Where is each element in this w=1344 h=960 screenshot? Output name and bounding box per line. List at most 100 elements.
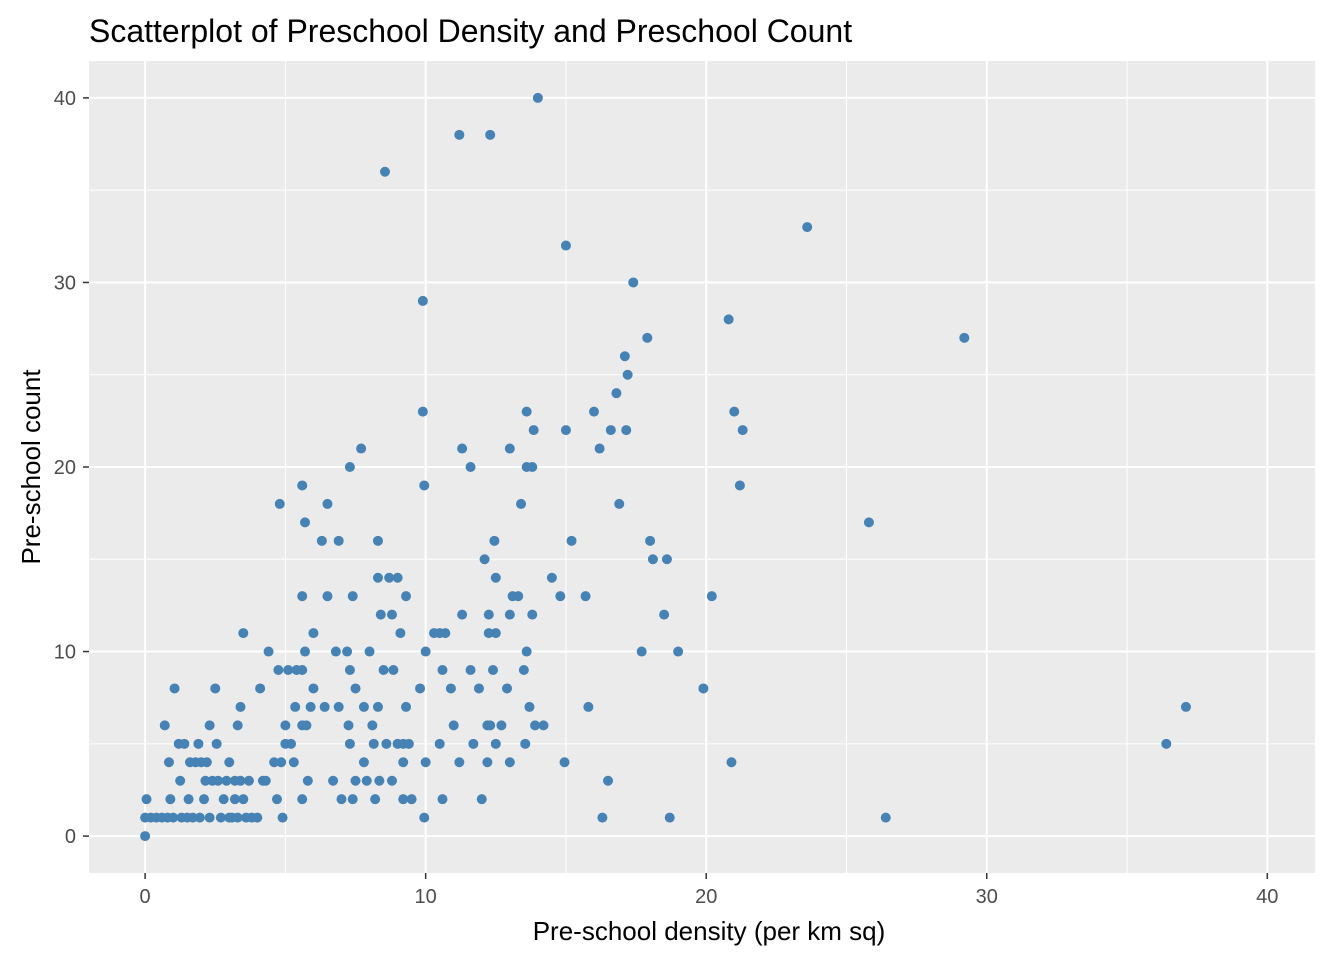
data-point [485, 720, 496, 731]
y-tick-label: 30 [54, 272, 76, 294]
chart-title: Scatterplot of Preschool Density and Pre… [89, 13, 852, 49]
data-point [642, 332, 653, 343]
data-point [350, 775, 361, 786]
data-point [457, 443, 468, 454]
x-tick-label: 20 [695, 886, 717, 908]
data-point [361, 775, 372, 786]
x-tick-label: 40 [1256, 886, 1278, 908]
data-point [328, 775, 339, 786]
data-point [165, 794, 176, 805]
data-point [368, 738, 379, 749]
data-point [482, 757, 493, 768]
data-point [496, 720, 507, 731]
data-point [560, 425, 571, 436]
data-point [437, 665, 448, 675]
data-point [297, 794, 308, 805]
data-point [276, 757, 287, 768]
data-point [560, 240, 571, 251]
data-point [468, 738, 479, 749]
data-point [611, 388, 622, 399]
data-point [370, 794, 381, 805]
data-point [175, 775, 186, 786]
data-point [347, 794, 358, 805]
data-point [372, 572, 383, 583]
data-point [661, 554, 672, 565]
data-point [204, 720, 215, 731]
data-point [583, 701, 594, 712]
data-point [645, 535, 656, 546]
data-point [802, 222, 813, 233]
data-point [1180, 701, 1191, 712]
axis-ticks: 0 10 20 30 40 0 10 20 30 40 [54, 88, 1279, 908]
data-point [344, 738, 355, 749]
data-point [588, 406, 599, 417]
data-point [159, 720, 170, 731]
data-point [201, 757, 212, 768]
data-point [183, 794, 194, 805]
y-tick-label: 20 [54, 457, 76, 479]
y-tick-label: 10 [54, 642, 76, 664]
data-point [490, 628, 501, 639]
data-point [218, 794, 229, 805]
data-point [673, 646, 684, 657]
data-point [521, 406, 532, 417]
data-point [229, 794, 240, 805]
data-point [603, 775, 614, 786]
data-point [200, 775, 211, 786]
data-point [723, 314, 734, 325]
data-point [440, 628, 451, 639]
data-point [698, 683, 709, 694]
data-point [372, 701, 383, 712]
data-point [301, 720, 312, 731]
gridlines [89, 61, 1315, 873]
data-point [401, 591, 412, 602]
data-point [566, 535, 577, 546]
data-point [415, 683, 426, 694]
data-point [163, 757, 174, 768]
data-point [454, 129, 465, 140]
data-point [434, 738, 445, 749]
data-point [333, 535, 344, 546]
data-point [392, 572, 403, 583]
data-point [330, 646, 341, 657]
data-point [628, 277, 639, 288]
data-point [636, 646, 647, 657]
data-point [381, 738, 392, 749]
data-point [420, 646, 431, 657]
data-point [487, 665, 498, 675]
data-point [297, 591, 308, 602]
data-point [141, 794, 152, 805]
data-point [350, 683, 361, 694]
data-point [437, 794, 448, 805]
data-point [199, 794, 210, 805]
data-point [290, 701, 301, 712]
data-point [521, 646, 532, 657]
data-point [342, 646, 353, 657]
data-point [252, 812, 263, 823]
data-point [344, 665, 355, 675]
data-point [419, 480, 430, 491]
data-point [302, 775, 313, 786]
data-point [614, 498, 625, 509]
data-point [597, 812, 608, 823]
data-point [605, 425, 616, 436]
data-point [271, 794, 282, 805]
data-point [238, 628, 249, 639]
data-point [168, 812, 179, 823]
data-point [343, 720, 354, 731]
data-point [737, 425, 748, 436]
data-point [520, 738, 531, 749]
data-point [372, 535, 383, 546]
data-point [528, 425, 539, 436]
data-point [580, 591, 591, 602]
data-point [358, 701, 369, 712]
data-point [288, 757, 299, 768]
data-point [863, 517, 874, 528]
data-point [347, 591, 358, 602]
data-point [490, 572, 501, 583]
data-point [285, 738, 296, 749]
data-point [386, 775, 397, 786]
data-point [619, 351, 630, 362]
data-point [959, 332, 970, 343]
data-point [559, 757, 570, 768]
